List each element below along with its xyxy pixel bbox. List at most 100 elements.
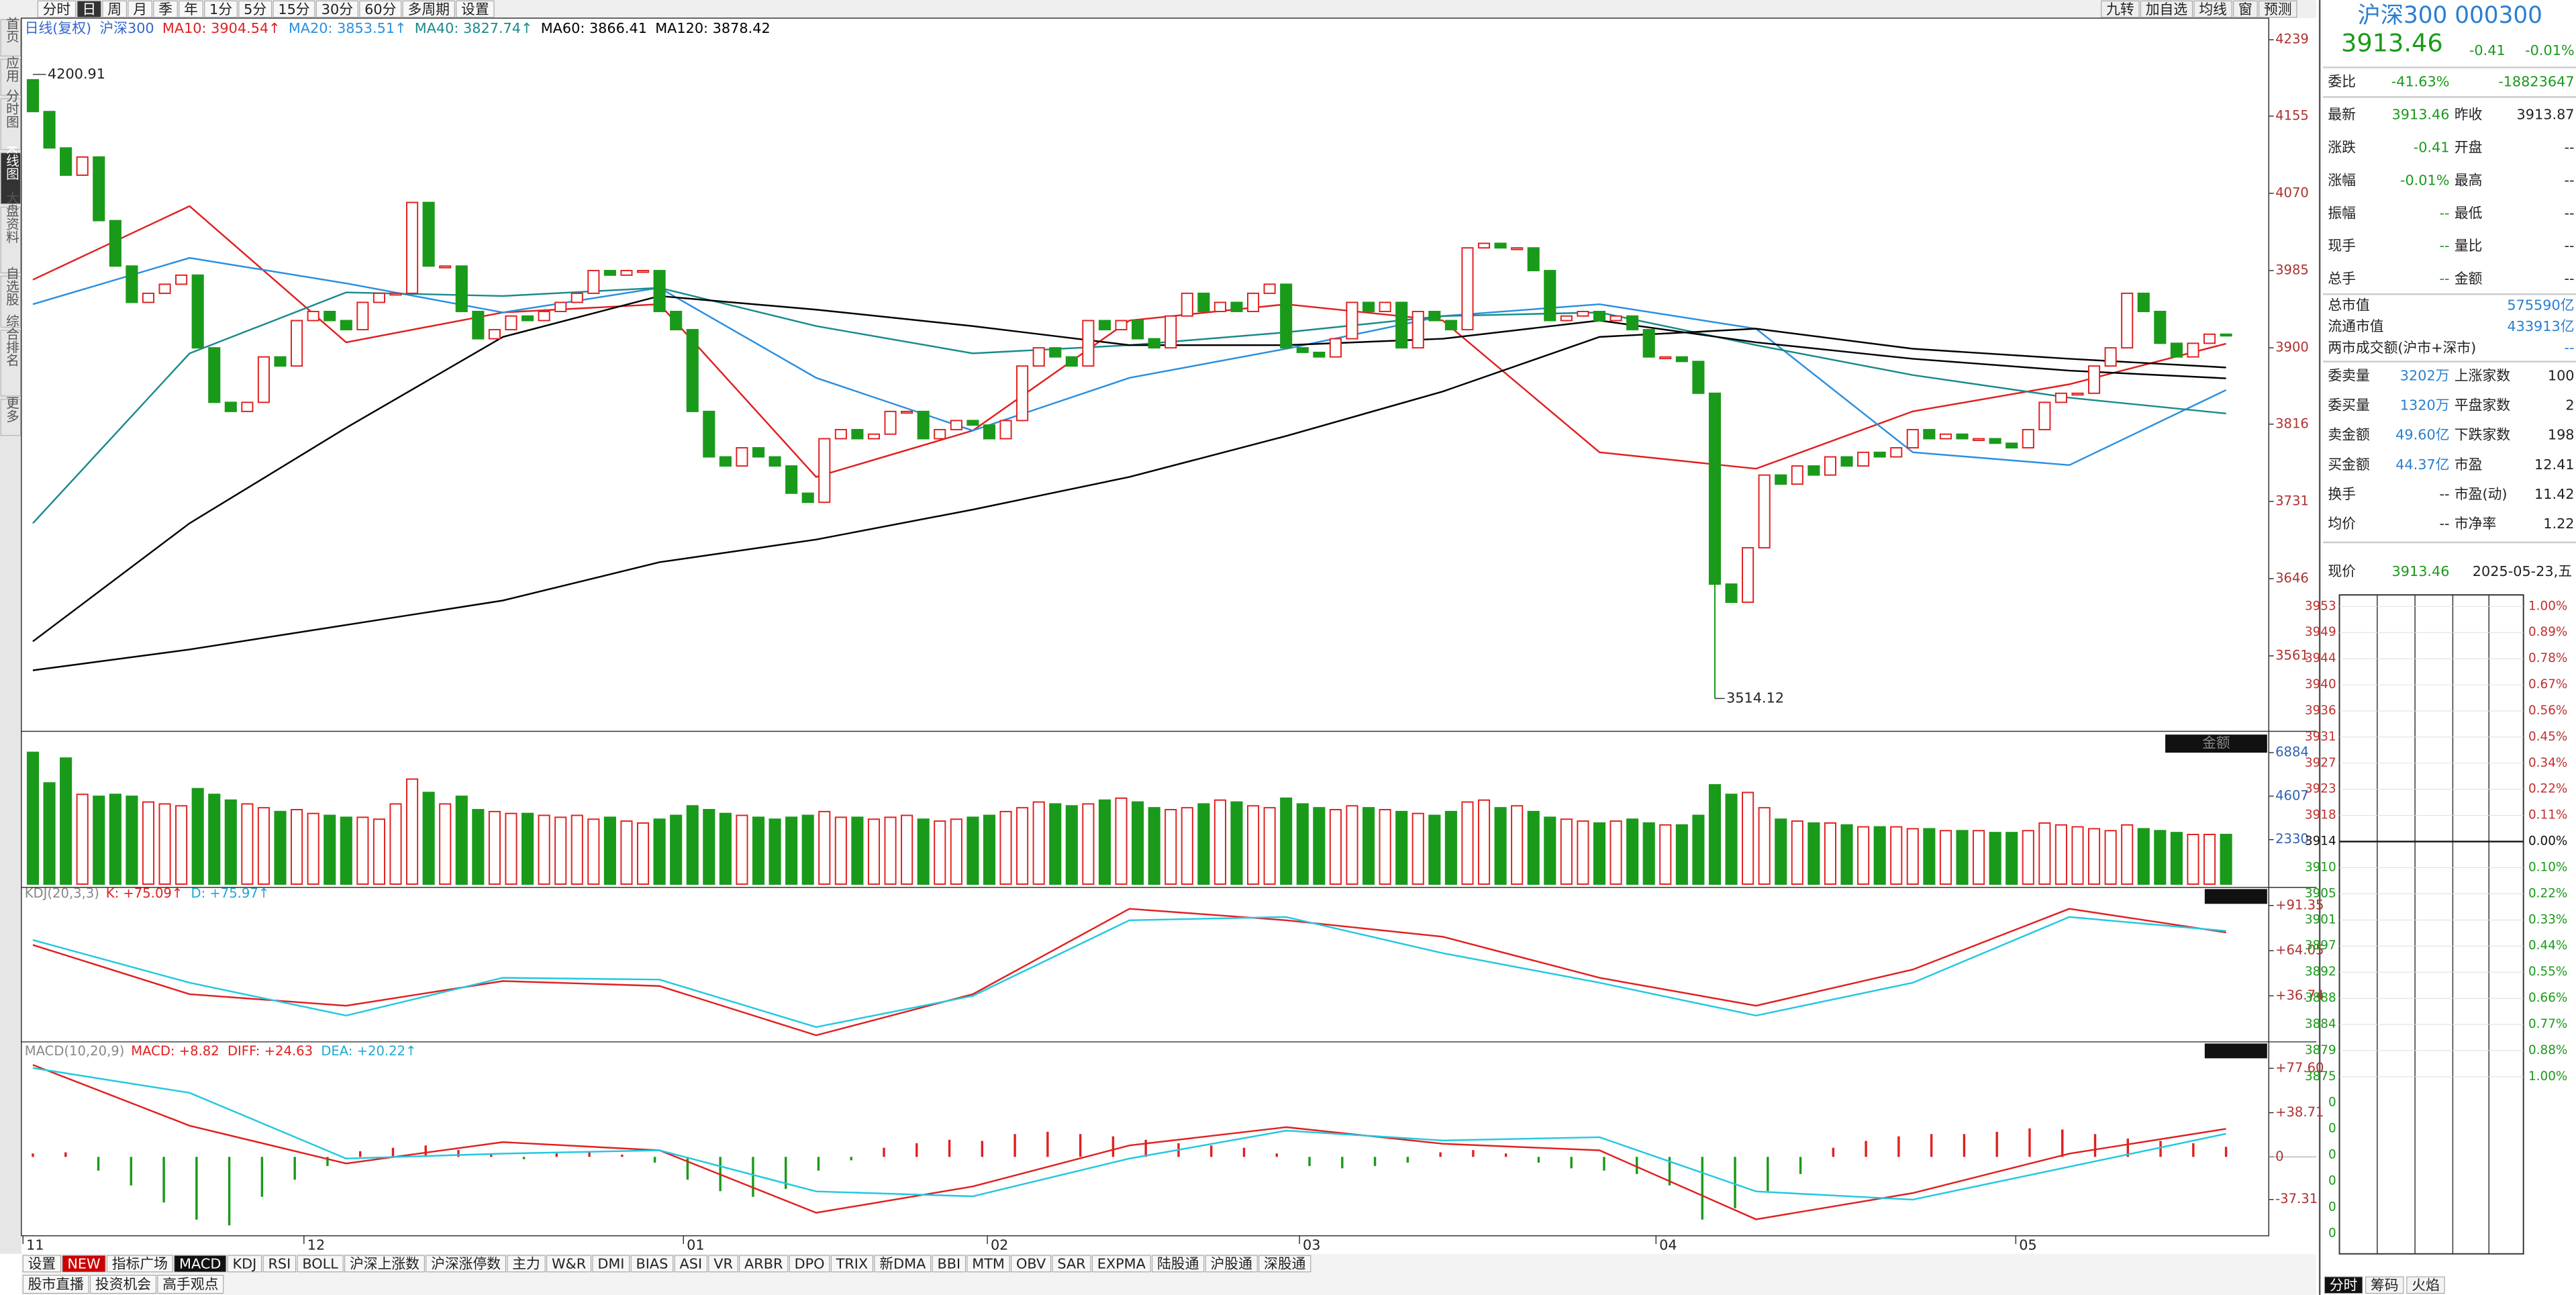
indicator-tab[interactable]: [546, 1255, 592, 1273]
indicator-tab-label[interactable]: DPO: [795, 1256, 825, 1272]
toolbar-label[interactable]: 5分: [244, 1, 266, 17]
indicator-tab-label[interactable]: 指标广场: [112, 1256, 168, 1272]
toolbar-button[interactable]: [238, 0, 273, 18]
toolbar-label[interactable]: 窗: [2238, 1, 2252, 17]
indicator-tab-label[interactable]: W&R: [552, 1256, 586, 1272]
toolbar-button[interactable]: [153, 0, 178, 18]
toolbar-button[interactable]: [273, 0, 315, 18]
indicator-tab-label[interactable]: MTM: [972, 1256, 1005, 1272]
indicator-tab[interactable]: [1205, 1255, 1258, 1273]
indicator-tab[interactable]: [967, 1255, 1010, 1273]
mini-tab[interactable]: [2365, 1276, 2404, 1294]
indicator-tab-label[interactable]: 沪深上涨数: [350, 1256, 419, 1272]
mini-tab[interactable]: [2406, 1276, 2445, 1294]
indicator-tab[interactable]: [708, 1255, 738, 1273]
bottom-tab-label[interactable]: 高手观点: [162, 1276, 218, 1292]
side-tab-label[interactable]: 综合排名: [3, 314, 19, 367]
indicator-tab[interactable]: [739, 1255, 789, 1273]
indicator-tab-label[interactable]: SAR: [1057, 1256, 1085, 1272]
toolbar-button[interactable]: [77, 0, 102, 18]
toolbar-button[interactable]: [102, 0, 128, 18]
toolbar-label[interactable]: 均线: [2199, 1, 2227, 17]
toolbar-label[interactable]: 日: [82, 1, 96, 17]
toolbar-button[interactable]: [204, 0, 238, 18]
side-tab[interactable]: [0, 275, 21, 328]
toolbar-button[interactable]: [456, 0, 495, 18]
indicator-tab[interactable]: [174, 1255, 227, 1273]
indicator-tab[interactable]: [106, 1255, 173, 1273]
toolbar-label[interactable]: 1分: [209, 1, 232, 17]
indicator-tab-label[interactable]: BOLL: [302, 1256, 338, 1272]
indicator-tab[interactable]: [932, 1255, 966, 1273]
mini-tab-label[interactable]: 分时: [2330, 1277, 2358, 1293]
indicator-tab-label[interactable]: EXPMA: [1097, 1256, 1146, 1272]
side-tab-label[interactable]: 自选股: [3, 267, 19, 306]
indicator-tab[interactable]: [507, 1255, 546, 1273]
indicator-tab-label[interactable]: BBI: [937, 1256, 960, 1272]
side-tab-label[interactable]: 更多: [3, 396, 19, 422]
indicator-tab[interactable]: [1258, 1255, 1311, 1273]
indicator-tab[interactable]: [1152, 1255, 1205, 1273]
side-tab[interactable]: [0, 19, 21, 56]
indicator-tab-label[interactable]: 陆股通: [1157, 1256, 1199, 1272]
toolbar-button[interactable]: [315, 0, 358, 18]
toolbar-label[interactable]: 多周期: [408, 1, 450, 17]
toolbar-label[interactable]: 月: [133, 1, 147, 17]
bottom-tab-label[interactable]: 投资机会: [95, 1276, 151, 1292]
toolbar-label[interactable]: 60分: [364, 1, 396, 17]
indicator-tab[interactable]: [344, 1255, 425, 1273]
toolbar-button[interactable]: [359, 0, 402, 18]
mini-tab-label[interactable]: 火焰: [2412, 1277, 2440, 1293]
side-tab[interactable]: [0, 98, 21, 150]
side-tab[interactable]: [0, 58, 21, 96]
indicator-tab-label[interactable]: 深股通: [1264, 1256, 1306, 1272]
bottom-tab[interactable]: [157, 1275, 224, 1294]
indicator-tab-label[interactable]: 沪股通: [1211, 1256, 1253, 1272]
toolbar-label[interactable]: 分时: [43, 1, 71, 17]
indicator-tab-label[interactable]: DMI: [597, 1256, 624, 1272]
side-tab-label[interactable]: K线图: [3, 145, 19, 180]
toolbar-label[interactable]: 30分: [321, 1, 353, 17]
toolbar-button[interactable]: [402, 0, 455, 18]
indicator-tab[interactable]: [1011, 1255, 1052, 1273]
indicator-tab-label[interactable]: 主力: [512, 1256, 540, 1272]
bottom-tab[interactable]: [22, 1275, 89, 1294]
indicator-tab-label[interactable]: ARBR: [744, 1256, 783, 1272]
toolbar-label[interactable]: 加自选: [2146, 1, 2188, 17]
indicator-tab-label[interactable]: OBV: [1016, 1256, 1046, 1272]
toolbar-label[interactable]: 15分: [278, 1, 309, 17]
indicator-tab[interactable]: [227, 1255, 262, 1273]
indicator-tab-label[interactable]: 沪深涨停数: [431, 1256, 501, 1272]
indicator-tab[interactable]: [262, 1255, 297, 1273]
indicator-tab[interactable]: [592, 1255, 630, 1273]
indicator-tab[interactable]: [674, 1255, 707, 1273]
toolbar-button[interactable]: [128, 0, 152, 18]
indicator-tab-label[interactable]: RSI: [268, 1256, 291, 1272]
indicator-tab[interactable]: [789, 1255, 830, 1273]
indicator-tab-label[interactable]: KDJ: [233, 1256, 257, 1272]
bottom-tab[interactable]: [90, 1275, 156, 1294]
indicator-tab[interactable]: [1052, 1255, 1091, 1273]
toolbar-button[interactable]: [37, 0, 77, 18]
indicator-tab-label[interactable]: NEW: [67, 1256, 100, 1272]
side-tab-label[interactable]: 首页: [3, 17, 19, 43]
indicator-tab[interactable]: [630, 1255, 674, 1273]
indicator-tab[interactable]: [22, 1255, 62, 1273]
toolbar-button[interactable]: [179, 0, 203, 18]
indicator-tab[interactable]: [830, 1255, 874, 1273]
indicator-tab-label[interactable]: MACD: [179, 1256, 221, 1272]
side-tab[interactable]: [0, 152, 21, 205]
indicator-tab-label[interactable]: 新DMA: [879, 1256, 926, 1272]
bottom-tab-label[interactable]: 股市直播: [28, 1276, 84, 1292]
indicator-tab-label[interactable]: VR: [713, 1256, 733, 1272]
side-tab[interactable]: [0, 399, 21, 436]
toolbar-label[interactable]: 设置: [461, 1, 489, 17]
indicator-tab-label[interactable]: BIAS: [636, 1256, 668, 1272]
indicator-tab-label[interactable]: TRIX: [836, 1256, 869, 1272]
toolbar-label[interactable]: 年: [184, 1, 198, 17]
toolbar-label[interactable]: 九转: [2106, 1, 2134, 17]
side-tab-label[interactable]: 大盘资料: [3, 191, 19, 243]
indicator-tab[interactable]: [426, 1255, 506, 1273]
side-tab[interactable]: [0, 330, 21, 397]
side-tab-label[interactable]: 分时图: [3, 89, 19, 128]
